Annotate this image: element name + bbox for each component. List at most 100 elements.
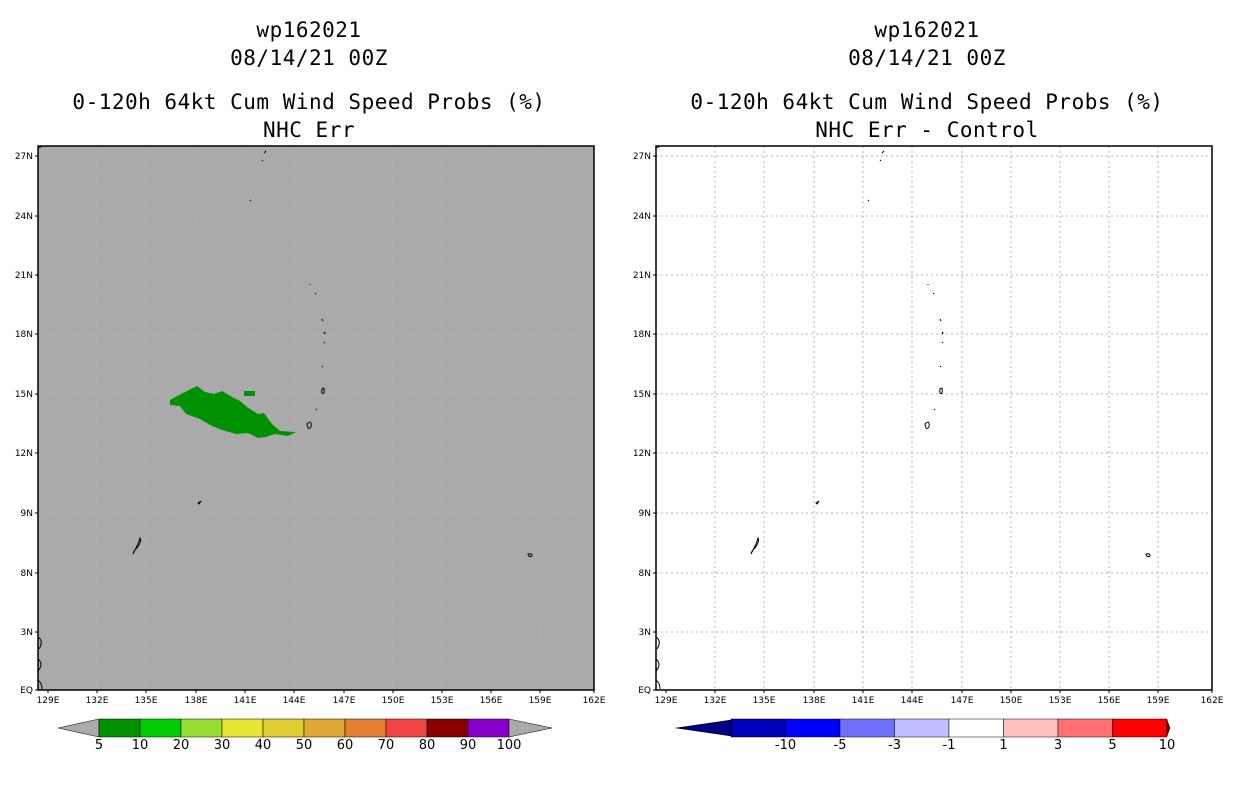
longitude-label: 156E xyxy=(1098,696,1121,706)
product-title: 0-120h 64kt Cum Wind Speed Probs (%) xyxy=(690,90,1164,114)
colorbar-label: 30 xyxy=(214,738,231,753)
island-outline xyxy=(655,658,660,672)
longitude-label: 129E xyxy=(37,696,60,706)
colorbar: -10 -5 -3 -1 1 3 5 10 xyxy=(675,718,1176,753)
latitude-label: 12N xyxy=(633,449,651,459)
longitude-label: 132E xyxy=(86,696,109,706)
colorbar: 5 10 20 30 40 50 60 70 80 90 100 xyxy=(57,718,553,753)
colorbar-segment xyxy=(785,718,841,738)
island-outline xyxy=(37,636,42,650)
latitude-label: 24N xyxy=(15,212,33,222)
map-frame xyxy=(655,145,1213,691)
island-outline xyxy=(881,150,885,154)
longitude-label: 141E xyxy=(234,696,257,706)
latitude-label: 8N xyxy=(639,569,651,579)
colorbar-label: 20 xyxy=(173,738,190,753)
island-outline xyxy=(321,318,324,322)
colorbar-label: 1 xyxy=(999,738,1007,753)
colorbar-label: 5 xyxy=(95,738,103,753)
colorbar-label: 100 xyxy=(497,738,522,753)
latitude-label: 27N xyxy=(15,152,33,162)
island-outline xyxy=(197,500,202,505)
latitude-label: 24N xyxy=(633,212,651,222)
colorbar-label: 80 xyxy=(419,738,436,753)
island-outline xyxy=(261,159,264,162)
longitude-label: 162E xyxy=(1201,696,1224,706)
longitude-label: 159E xyxy=(529,696,552,706)
latitude-label: 9N xyxy=(21,509,33,519)
latitude-label: EQ xyxy=(638,686,651,696)
colorbar-label: 10 xyxy=(1159,738,1176,753)
subtitle: NHC Err xyxy=(262,118,355,142)
colorbar-segment xyxy=(467,718,510,738)
longitude-label: 132E xyxy=(704,696,727,706)
colorbar-segment xyxy=(839,718,895,738)
island-outline xyxy=(815,500,820,505)
longitude-label: 135E xyxy=(753,696,776,706)
island-outline xyxy=(314,292,317,295)
latitude-label: 8N xyxy=(21,569,33,579)
colorbar-segment xyxy=(1003,718,1059,738)
colorbar-arrow-left xyxy=(57,718,100,738)
longitude-label: 153E xyxy=(431,696,454,706)
colorbar-segment xyxy=(1112,718,1168,738)
product-title: 0-120h 64kt Cum Wind Speed Probs (%) xyxy=(72,90,546,114)
latitude-label: 21N xyxy=(15,271,33,281)
colorbar-segment xyxy=(98,718,141,738)
colorbar-label: 40 xyxy=(255,738,272,753)
colorbar-label: 50 xyxy=(296,738,313,753)
subtitle: NHC Err - Control xyxy=(815,118,1039,142)
colorbar-label: 90 xyxy=(460,738,477,753)
colorbar-label: 3 xyxy=(1054,738,1062,753)
probability-area xyxy=(244,391,255,396)
latitude-label: 18N xyxy=(15,330,33,340)
longitude-label: 156E xyxy=(480,696,503,706)
storm-id-title: wp162021 xyxy=(256,18,362,42)
colorbar-segment xyxy=(1057,718,1113,738)
longitude-label: 150E xyxy=(1000,696,1023,706)
colorbar-segment xyxy=(894,718,950,738)
longitude-label: 138E xyxy=(185,696,208,706)
colorbar-segment xyxy=(139,718,182,738)
map-frame xyxy=(37,145,595,691)
island-outline xyxy=(932,292,935,295)
island-outline xyxy=(323,341,326,344)
island-outline xyxy=(1145,553,1151,558)
right-panel: wp162021 08/14/21 00Z 0-120h 64kt Cum Wi… xyxy=(618,0,1236,800)
longitude-label: 153E xyxy=(1049,696,1072,706)
map-plot: 27N 24N 21N 18N 15N 12N 9N 8N 3N EQ 129E 132E 135E 13… xyxy=(15,145,606,753)
colorbar-label: 10 xyxy=(132,738,149,753)
island-outline xyxy=(939,387,943,394)
island-outline xyxy=(263,150,267,154)
latitude-label: 15N xyxy=(633,390,651,400)
colorbar-label: 60 xyxy=(337,738,354,753)
island-outline xyxy=(941,341,944,344)
latitude-label: 27N xyxy=(633,152,651,162)
colorbar-label: -1 xyxy=(943,738,956,753)
island-outline xyxy=(306,421,312,429)
longitude-label: 144E xyxy=(901,696,924,706)
colorbar-arrow-right xyxy=(1166,719,1171,737)
colorbar-segment xyxy=(730,718,786,738)
island-outline xyxy=(941,331,944,335)
longitude-label: 141E xyxy=(852,696,875,706)
latitude-label: 9N xyxy=(639,509,651,519)
colorbar-label: -10 xyxy=(775,738,796,753)
longitude-label: 159E xyxy=(1147,696,1170,706)
island-outline xyxy=(323,331,326,335)
island-outline xyxy=(939,365,942,368)
island-outline xyxy=(933,408,936,411)
island-outline xyxy=(249,199,252,202)
colorbar-label: 70 xyxy=(378,738,395,753)
island-outline xyxy=(315,408,318,411)
longitude-label: 135E xyxy=(135,696,158,706)
island-outline xyxy=(939,318,942,322)
left-panel: wp162021 08/14/21 00Z 0-120h 64kt Cum Wi… xyxy=(15,18,606,753)
longitude-label: 138E xyxy=(803,696,826,706)
island-outline xyxy=(321,365,324,368)
latitude-label: 3N xyxy=(639,628,651,638)
colorbar-arrow-right xyxy=(508,718,553,738)
storm-id-title: wp162021 xyxy=(874,18,980,42)
longitude-label: 150E xyxy=(382,696,405,706)
colorbar-label: 5 xyxy=(1108,738,1116,753)
